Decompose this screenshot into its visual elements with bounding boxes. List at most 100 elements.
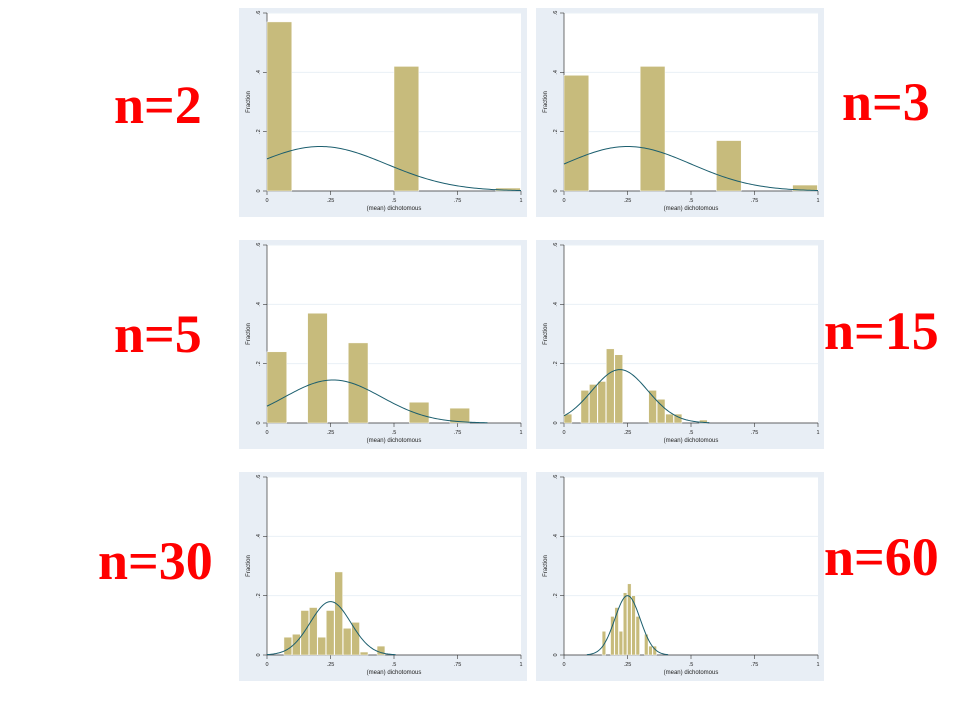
normal-density-curve <box>563 369 710 424</box>
y-axis-title: Fraction <box>543 555 549 577</box>
histogram-bar <box>618 631 623 656</box>
y-tick-label: .6 <box>553 11 559 16</box>
histogram-n15: 0 .2 .4 .6 Fraction 0 .25 .5 .75 1 (mean) dichotom… <box>543 243 820 444</box>
histogram-bar <box>292 633 301 656</box>
histogram-bar <box>610 616 615 656</box>
histogram-panel-n60: 0 .2 .4 .6 Fraction 0 .25 .5 .75 1 (mean) dichotom… <box>536 472 824 681</box>
y-tick-label: 0 <box>256 653 262 656</box>
x-tick-label: .5 <box>392 662 397 668</box>
y-tick-label: .6 <box>256 475 262 480</box>
histogram-bar <box>639 66 666 192</box>
sample-size-label-n30: n=30 <box>98 531 213 591</box>
x-axis-title: (mean) dichotomous <box>367 670 422 676</box>
histogram-panel-n30: 0 .2 .4 .6 Fraction 0 .25 .5 .75 1 (mean) dichotom… <box>239 472 527 681</box>
x-tick-label: .5 <box>689 198 694 204</box>
x-tick-label: 0 <box>562 662 565 668</box>
histogram-bar <box>393 66 420 192</box>
y-tick-label: 0 <box>553 653 559 656</box>
histogram-bar <box>699 419 708 424</box>
x-tick-label: 1 <box>519 662 522 668</box>
plot-area <box>564 477 818 655</box>
histogram-bar <box>266 351 287 424</box>
x-tick-label: 1 <box>816 198 819 204</box>
x-axis-title: (mean) dichotomous <box>664 438 719 444</box>
y-tick-label: 0 <box>256 421 262 424</box>
histogram-n3: 0 .2 .4 .6 Fraction 0 .25 .5 .75 1 (mean) dichotom… <box>543 11 820 212</box>
y-axis-title: Fraction <box>543 323 549 345</box>
x-tick-label: .5 <box>392 430 397 436</box>
plot-area <box>564 13 818 191</box>
histogram-bar <box>648 645 653 656</box>
x-tick-label: .75 <box>454 430 462 436</box>
x-tick-label: .25 <box>327 198 335 204</box>
histogram-bar <box>300 610 309 656</box>
y-tick-label: .2 <box>553 129 559 134</box>
y-tick-label: .6 <box>256 243 262 248</box>
normal-density-curve <box>266 145 522 192</box>
y-axis-title: Fraction <box>246 91 252 113</box>
x-tick-label: .25 <box>624 198 632 204</box>
y-tick-label: .2 <box>256 129 262 134</box>
x-tick-label: 1 <box>816 430 819 436</box>
histogram-bar <box>309 607 318 656</box>
histogram-bar <box>580 390 590 424</box>
histogram-bar <box>283 636 293 656</box>
histogram-bar <box>307 312 328 424</box>
sample-size-label-n2: n=2 <box>114 75 202 135</box>
x-tick-label: 1 <box>519 198 522 204</box>
histogram-bar <box>342 628 352 656</box>
histogram-panel-n3: 0 .2 .4 .6 Fraction 0 .25 .5 .75 1 (mean) dichotom… <box>536 8 824 217</box>
histogram-n60: 0 .2 .4 .6 Fraction 0 .25 .5 .75 1 (mean) dichotom… <box>543 475 820 676</box>
y-tick-label: .6 <box>256 11 262 16</box>
histogram-bar <box>606 348 615 424</box>
histogram-panel-n15: 0 .2 .4 .6 Fraction 0 .25 .5 .75 1 (mean) dichotom… <box>536 240 824 449</box>
histogram-bar <box>631 595 636 656</box>
histogram-bar <box>589 384 598 424</box>
sample-size-label-n3: n=3 <box>842 72 930 132</box>
normal-density-curve <box>266 601 396 656</box>
histogram-bar <box>317 636 326 656</box>
x-tick-label: .75 <box>751 662 759 668</box>
x-tick-label: 0 <box>562 430 565 436</box>
y-tick-label: .4 <box>256 70 262 75</box>
y-tick-label: .2 <box>553 593 559 598</box>
x-tick-label: .75 <box>751 430 759 436</box>
x-axis-title: (mean) dichotomous <box>664 206 719 212</box>
y-axis-title: Fraction <box>543 91 549 113</box>
x-tick-label: 0 <box>265 662 268 668</box>
histogram-bar <box>449 407 470 424</box>
histogram-bar <box>326 610 335 656</box>
histogram-bar <box>334 571 343 656</box>
sample-size-label-n15: n=15 <box>824 301 939 361</box>
normal-density-curve <box>563 145 819 192</box>
y-tick-label: .4 <box>553 302 559 307</box>
histogram-bar <box>623 592 628 656</box>
histogram-bar <box>376 645 386 656</box>
x-tick-label: 0 <box>562 198 565 204</box>
y-tick-label: .4 <box>553 534 559 539</box>
x-tick-label: 0 <box>265 198 268 204</box>
x-tick-label: .75 <box>751 198 759 204</box>
x-axis-title: (mean) dichotomous <box>367 206 422 212</box>
histogram-bar <box>614 354 623 424</box>
histogram-bar <box>627 583 632 656</box>
x-tick-label: 1 <box>519 430 522 436</box>
x-axis-title: (mean) dichotomous <box>664 670 719 676</box>
y-tick-label: .4 <box>553 70 559 75</box>
x-tick-label: .5 <box>689 430 694 436</box>
normal-density-curve <box>266 379 488 424</box>
histogram-bar <box>665 413 674 424</box>
y-tick-label: 0 <box>553 189 559 192</box>
histogram-bar <box>266 21 293 192</box>
x-tick-label: .25 <box>327 430 335 436</box>
histogram-bar <box>635 616 640 656</box>
histogram-bar <box>348 342 369 424</box>
histogram-panel-n2: 0 .2 .4 .6 Fraction 0 .25 .5 .75 1 (mean) dichotom… <box>239 8 527 217</box>
sample-size-label-n5: n=5 <box>114 304 202 364</box>
histogram-n30: 0 .2 .4 .6 Fraction 0 .25 .5 .75 1 (mean) dichotom… <box>246 475 523 676</box>
y-axis-title: Fraction <box>246 323 252 345</box>
x-tick-label: .5 <box>689 662 694 668</box>
y-tick-label: 0 <box>256 189 262 192</box>
y-tick-label: .2 <box>256 593 262 598</box>
y-tick-label: .4 <box>256 302 262 307</box>
